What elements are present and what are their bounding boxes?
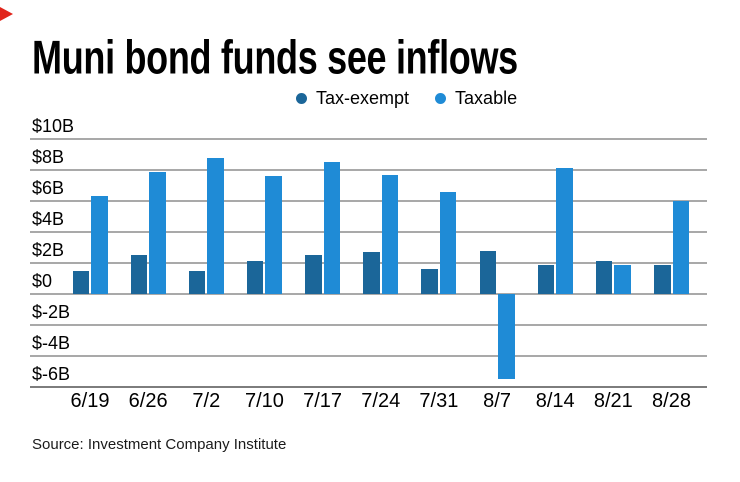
bar-taxable-8-28 [672,201,689,294]
y-tick-label: $-6B [32,364,71,384]
bar-taxable-7-10 [265,176,282,294]
bar-taxable-7-24 [381,174,399,294]
y-tick-label: $4B [32,209,65,229]
gridline [30,231,707,233]
gridline [30,138,707,140]
source-text: Source: Investment Company Institute [32,436,287,453]
bar-tax-exempt-8-7 [479,250,497,294]
bar-taxable-8-7 [498,294,515,380]
bar-tax-exempt-7-24 [363,252,380,294]
y-tick-label: $8B [32,147,65,167]
gridline [30,355,707,357]
legend-dot-taxable-icon [435,92,447,104]
bar-tax-exempt-7-10 [246,261,264,294]
x-tick-label: 7/10 [244,390,284,412]
bar-tax-exempt-7-2 [188,270,206,294]
bar-taxable-6-19 [91,196,108,294]
bar-tax-exempt-7-31 [421,269,438,294]
x-tick-label: 7/17 [303,390,343,412]
x-tick-label: 6/19 [70,390,110,412]
legend-item-taxable: Taxable [435,87,517,109]
legend-label-tax-exempt: Tax-exempt [316,88,410,108]
chart-title: Muni bond funds see inflows [32,30,518,85]
gridline [30,169,707,171]
x-tick-label: 8/21 [593,390,633,412]
bar-tax-exempt-6-19 [72,270,89,294]
bar-tax-exempt-8-14 [537,264,555,294]
chart-legend: Tax-exempt Taxable [296,87,517,109]
x-tick-label: 7/31 [419,390,459,412]
x-tick-label: 7/24 [361,390,401,412]
legend-label-taxable: Taxable [455,88,518,108]
legend-item-tax-exempt: Tax-exempt [296,87,409,109]
bar-taxable-8-14 [556,168,573,294]
y-tick-label: $2B [32,240,65,260]
y-tick-label: $-2B [32,302,71,322]
bar-taxable-7-2 [207,157,224,294]
y-tick-label: $0 [32,271,53,291]
y-tick-label: $-4B [32,333,71,353]
x-tick-label: 8/7 [483,390,511,412]
y-tick-label: $6B [32,178,65,198]
x-tick-label: 7/2 [192,390,221,412]
x-tick-label: 6/26 [128,390,168,412]
x-tick-label: 8/28 [652,390,691,412]
bar-taxable-8-21 [614,264,631,294]
bar-taxable-6-26 [149,171,166,294]
x-tick-label: 8/14 [535,390,575,412]
bar-taxable-7-17 [323,162,341,294]
brand-triangle-icon [0,7,13,21]
legend-dot-tax-exempt-icon [296,92,307,104]
y-tick-label: $10B [32,116,75,136]
bar-tax-exempt-8-28 [654,264,671,294]
bar-taxable-7-31 [439,191,457,294]
bar-tax-exempt-6-26 [130,255,148,294]
x-axis-line [30,386,707,388]
gridline [30,200,707,202]
bar-tax-exempt-7-17 [305,255,322,294]
bar-tax-exempt-8-21 [595,261,613,294]
gridline [30,324,707,326]
